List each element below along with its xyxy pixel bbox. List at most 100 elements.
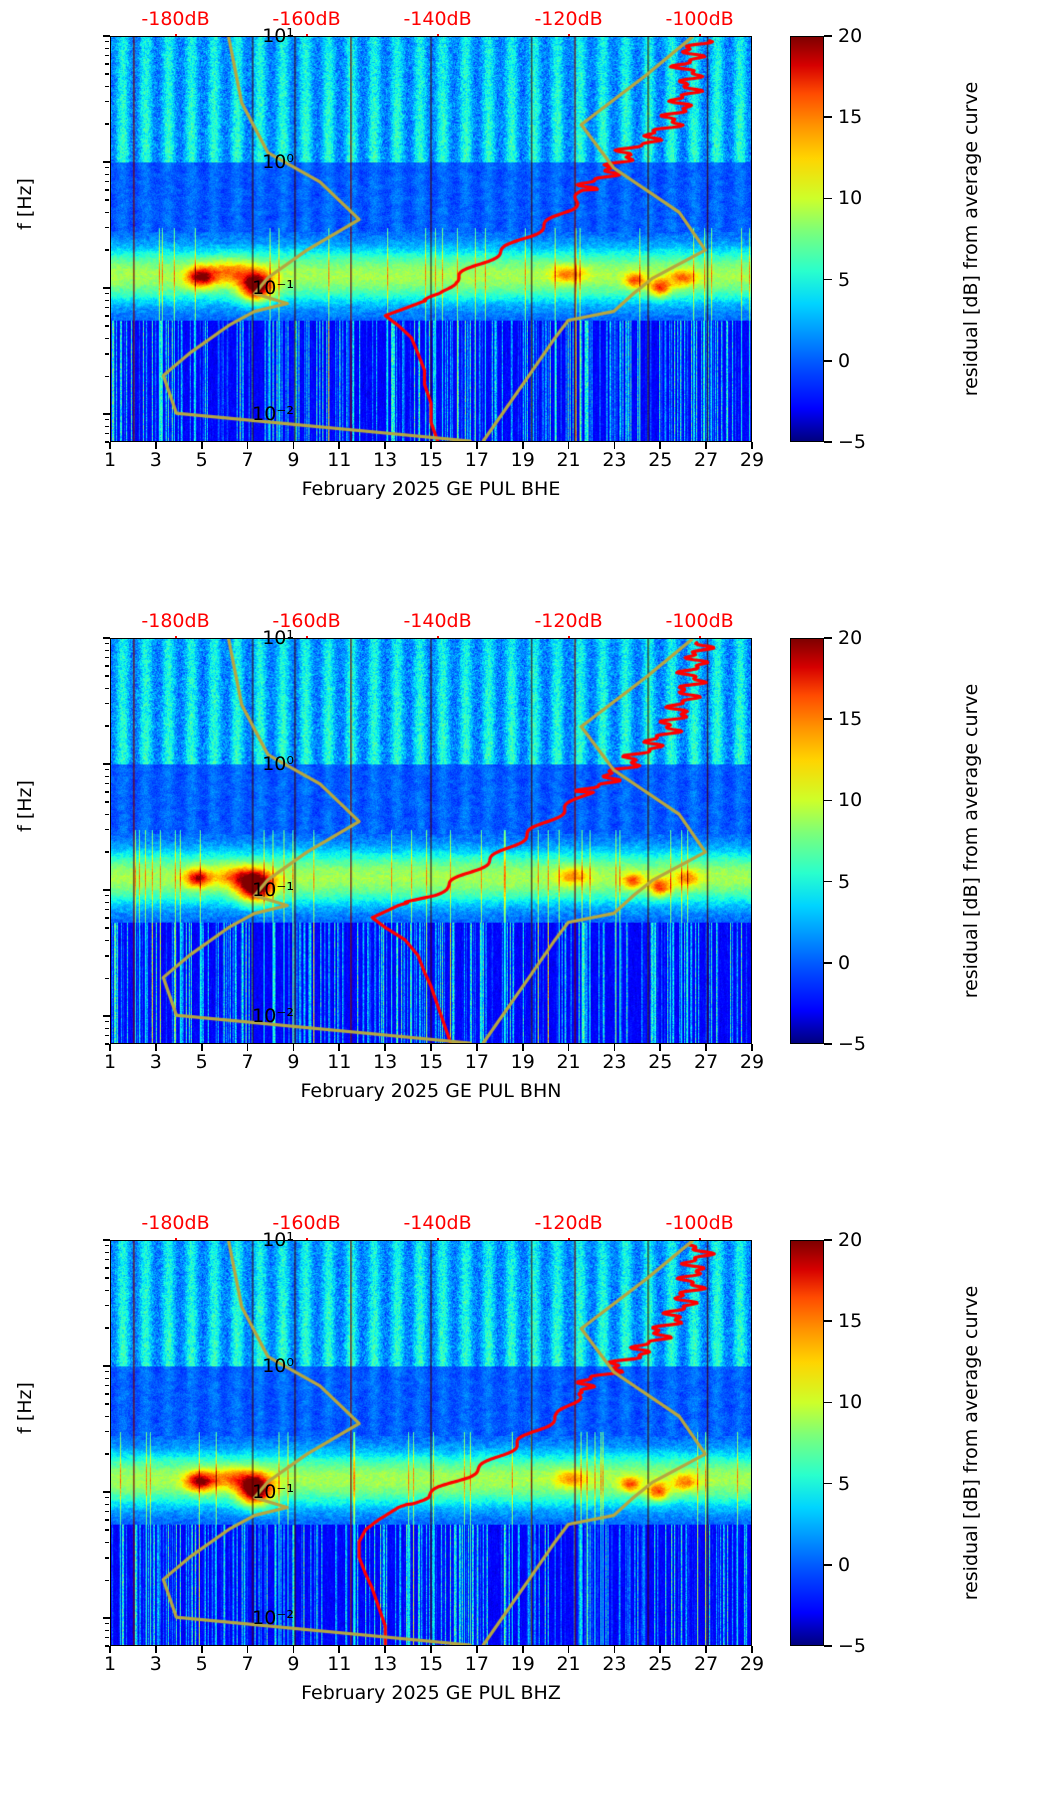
panel-bhn: -180dB -160dB -140dB -120dB -100dB f [Hz] 10… xyxy=(0,602,1052,1204)
y-axis-tick xyxy=(103,1491,110,1493)
x-axis-tick xyxy=(613,442,616,449)
y-axis-tick-label: 10⁰ xyxy=(262,151,294,173)
top-db-label: -180dB xyxy=(141,1212,210,1234)
y-axis-tick xyxy=(103,637,110,639)
x-axis-tick-label: 21 xyxy=(556,449,581,471)
colorbar-tick xyxy=(824,278,832,281)
x-axis-tick-label: 1 xyxy=(103,1051,117,1073)
y-axis-tick xyxy=(103,161,110,163)
y-axis-tick-label: 10⁰ xyxy=(262,753,294,775)
spectrogram-axes-0 xyxy=(110,36,752,442)
y-axis-tick xyxy=(103,287,110,289)
y-axis-minor-tick xyxy=(105,901,109,903)
x-axis-tick-label: 1 xyxy=(103,1653,117,1675)
x-axis-tick xyxy=(384,442,386,449)
x-axis-tick xyxy=(200,1646,203,1653)
x-axis-tick xyxy=(521,1044,524,1051)
y-axis-minor-tick xyxy=(105,1503,109,1505)
colorbar-tick-label: 5 xyxy=(838,870,851,893)
x-axis-tick-label: 9 xyxy=(287,1653,300,1675)
colorbar-tick-label: 20 xyxy=(838,25,863,47)
colorbar-tick xyxy=(824,1645,832,1647)
x-axis-tick-label: 27 xyxy=(694,1051,719,1073)
y-axis-minor-tick xyxy=(105,63,109,65)
x-axis-tick xyxy=(751,1646,753,1653)
x-axis-tick-label: 15 xyxy=(418,449,444,471)
colorbar-tick xyxy=(824,360,832,362)
x-axis-tick xyxy=(384,1044,386,1051)
colorbar-tick-label: 10 xyxy=(838,187,863,210)
y-axis-label-2: f [Hz] xyxy=(14,1382,36,1434)
y-axis-minor-tick xyxy=(105,851,109,853)
y-axis-minor-tick xyxy=(105,123,109,125)
x-axis-tick-label: 21 xyxy=(556,1653,581,1675)
x-axis-tick-label: 15 xyxy=(418,1653,444,1675)
colorbar-tick-label: 15 xyxy=(838,106,863,129)
x-axis-tick xyxy=(613,1044,616,1051)
colorbar-tick xyxy=(824,1401,832,1404)
x-axis-tick-label: 21 xyxy=(556,1051,581,1073)
y-axis-minor-tick xyxy=(105,939,109,941)
y-axis-minor-tick xyxy=(105,829,109,831)
x-axis-tick xyxy=(567,1646,570,1653)
y-axis-tick xyxy=(103,1015,110,1017)
y-axis-minor-tick xyxy=(105,293,109,295)
y-axis-minor-tick xyxy=(105,687,109,689)
y-axis-minor-tick xyxy=(105,1519,109,1521)
y-axis-minor-tick xyxy=(105,725,109,727)
y-axis-minor-tick xyxy=(105,1267,109,1269)
x-axis-tick-label: 5 xyxy=(195,1653,208,1675)
x-axis-tick-label: 11 xyxy=(327,1051,352,1073)
colorbar-tick xyxy=(824,1482,832,1485)
colorbar-tick-label: 15 xyxy=(838,708,863,731)
x-axis-tick-label: 13 xyxy=(373,1653,398,1675)
x-axis-tick xyxy=(246,442,249,449)
top-db-label: -160dB xyxy=(272,1212,341,1234)
top-db-label: -160dB xyxy=(272,8,341,30)
x-axis-tick xyxy=(705,1646,707,1653)
x-axis-tick xyxy=(613,1646,616,1653)
colorbar-tick xyxy=(824,116,832,118)
colorbar-tick-label: 15 xyxy=(838,1310,863,1333)
y-axis-minor-tick xyxy=(105,1289,109,1291)
x-axis-tick-label: 23 xyxy=(602,449,627,471)
top-db-axis-1: -180dB -160dB -140dB -120dB -100dB xyxy=(110,610,752,645)
x-axis-tick-label: 13 xyxy=(373,1051,398,1073)
y-axis-minor-tick xyxy=(105,1415,109,1417)
colorbar-tick-label: 0 xyxy=(838,1553,851,1576)
y-axis-minor-tick xyxy=(105,1393,109,1395)
y-axis-minor-tick xyxy=(105,425,109,427)
top-db-axis-0: -180dB -160dB -140dB -120dB -100dB xyxy=(110,8,752,43)
x-axis-tick-label: 9 xyxy=(287,1051,300,1073)
y-axis-minor-tick xyxy=(105,649,109,651)
colorbar-tick xyxy=(824,197,832,200)
y-axis-tick-label: 10¹ xyxy=(262,1229,294,1251)
x-axis-tick-label: 17 xyxy=(464,1051,489,1073)
y-axis-minor-tick xyxy=(105,1645,109,1647)
y-axis-minor-tick xyxy=(105,675,109,677)
top-db-label: -120dB xyxy=(534,610,603,632)
y-axis-minor-tick xyxy=(105,1245,109,1247)
x-axis-tick-label: 7 xyxy=(241,449,254,471)
y-axis-minor-tick xyxy=(105,441,109,443)
y-axis-minor-tick xyxy=(105,1258,109,1261)
y-axis-minor-tick xyxy=(105,769,109,771)
top-db-label: -160dB xyxy=(272,610,341,632)
y-axis-minor-tick xyxy=(105,337,109,339)
x-axis-tick-label: 5 xyxy=(195,1051,208,1073)
panel-title-0: February 2025 GE PUL BHE xyxy=(301,478,561,500)
x-axis-tick xyxy=(567,442,570,449)
colorbar-label-1: residual [dB] from average curve xyxy=(960,683,982,999)
panel-title-2: February 2025 GE PUL BHZ xyxy=(301,1682,561,1704)
y-axis-tick-label: 10⁻¹ xyxy=(252,277,294,300)
colorbar-tick-label: −5 xyxy=(838,1033,867,1055)
x-axis-tick-label: 15 xyxy=(418,1051,444,1073)
y-axis-minor-tick xyxy=(105,41,109,43)
x-axis-tick-label: 23 xyxy=(602,1051,627,1073)
top-db-label: -100dB xyxy=(665,1212,734,1234)
top-db-label: -120dB xyxy=(534,8,603,30)
top-db-label: -180dB xyxy=(141,8,210,30)
y-axis-minor-tick xyxy=(105,782,109,785)
colorbar-1 xyxy=(790,638,824,1044)
